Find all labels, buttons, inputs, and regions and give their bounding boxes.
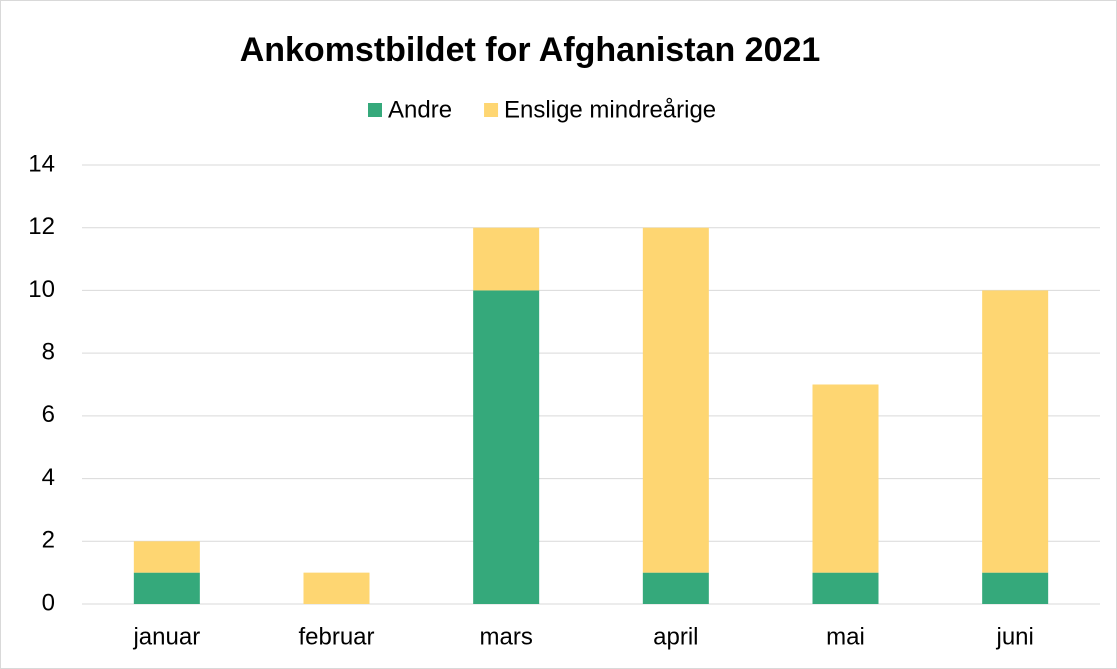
bar-segment [133, 541, 200, 573]
bar-segment [982, 290, 1049, 573]
y-tick-label: 0 [42, 589, 55, 616]
x-tick-label: juni [995, 623, 1033, 650]
y-tick-label: 6 [42, 401, 55, 428]
bar-segment [642, 572, 709, 604]
bar-segment [812, 384, 879, 573]
y-tick-label: 10 [28, 276, 55, 303]
y-tick-label: 4 [42, 464, 55, 491]
y-tick-label: 8 [42, 338, 55, 365]
bar-segment [982, 572, 1049, 604]
x-tick-label: januar [132, 623, 200, 650]
bar-segment [473, 290, 540, 604]
x-tick-label: mars [479, 623, 532, 650]
bar-segment [642, 227, 709, 573]
x-tick-label: mai [826, 623, 865, 650]
y-tick-label: 2 [42, 527, 55, 554]
y-tick-label: 12 [28, 213, 55, 240]
x-tick-label: februar [298, 623, 374, 650]
bar-segment [812, 572, 879, 604]
y-tick-label: 14 [28, 150, 55, 177]
bar-segment [133, 572, 200, 604]
legend-swatch [484, 103, 499, 117]
bar-segment [473, 227, 540, 291]
chart-title: Ankomstbildet for Afghanistan 2021 [240, 31, 821, 69]
x-tick-label: april [653, 623, 698, 650]
bar-segment [303, 572, 370, 604]
legend-swatch [368, 103, 382, 117]
legend-label: Enslige mindreårige [504, 96, 716, 123]
legend-label: Andre [388, 96, 452, 123]
